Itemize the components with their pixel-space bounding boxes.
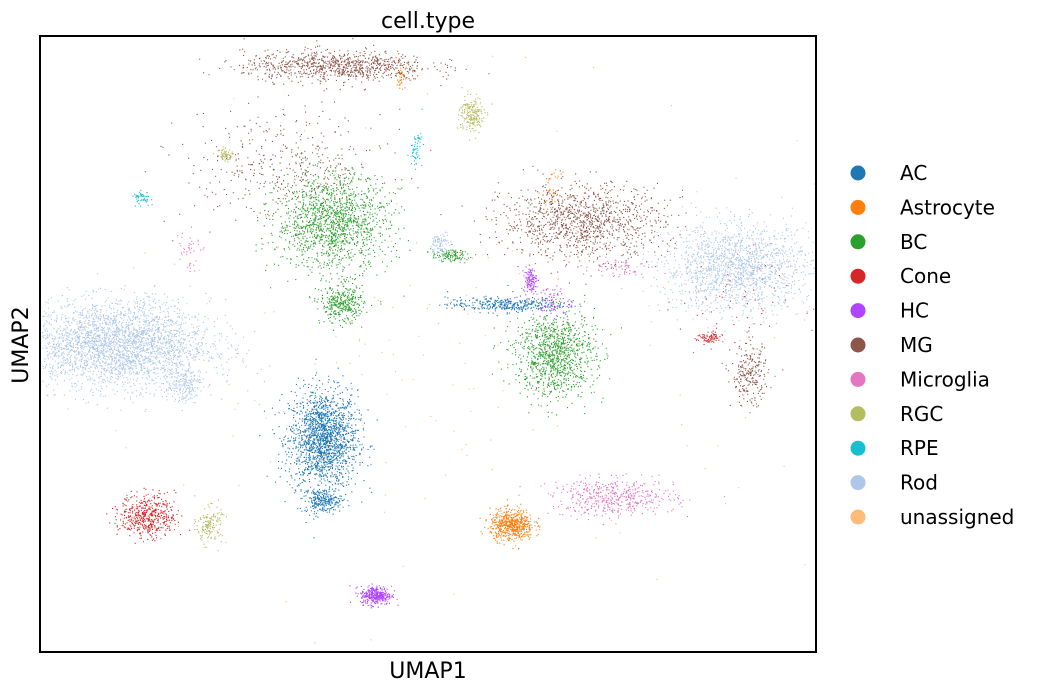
chart-title: cell.type [381,9,475,34]
cell-points [48,55,815,644]
series-rpe [132,108,424,207]
legend-item: Rod [850,471,938,495]
legend: AC Astrocyte BC Cone HC MG Microglia RGC RPE Rod u… [850,161,1014,529]
series-ac [259,291,595,539]
legend-item: MG [850,333,933,357]
legend-item: unassigned [850,505,1014,529]
legend-label: Cone [900,264,951,288]
cell-points [132,108,424,207]
legend-marker [850,303,866,319]
series-bc [255,147,622,418]
series-unassigned [48,55,815,644]
legend-item: Microglia [850,367,990,391]
series-rod [42,196,815,412]
series-mg [144,38,784,414]
legend-marker [850,268,866,284]
legend-label: unassigned [900,505,1014,529]
legend-item: Cone [850,264,951,288]
scatter-points [42,38,815,644]
legend-marker [850,234,866,250]
legend-marker [850,440,866,456]
y-axis-label: UMAP2 [9,306,34,383]
legend-label: Microglia [900,367,990,391]
series-hc [349,263,576,609]
plot-frame [39,35,817,653]
x-axis-label: UMAP1 [389,659,466,684]
cell-points [349,263,576,609]
legend-label: RGC [900,402,943,426]
legend-item: Astrocyte [850,195,995,219]
legend-label: RPE [900,436,939,460]
legend-label: AC [900,161,927,185]
cell-points [177,226,725,526]
legend-item: RGC [850,402,943,426]
legend-marker [850,406,866,422]
cell-points [255,147,622,418]
legend-item: AC [850,161,927,185]
legend-item: RPE [850,436,939,460]
legend-item: BC [850,230,927,254]
legend-marker [850,509,866,525]
legend-label: BC [900,230,927,254]
legend-label: MG [900,333,933,357]
cell-points [259,291,595,539]
legend-marker [850,165,866,181]
legend-label: HC [900,299,929,323]
legend-label: Rod [900,471,938,495]
legend-label: Astrocyte [900,195,995,219]
series-microglia [177,226,725,526]
legend-marker [850,475,866,491]
legend-item: HC [850,299,929,323]
legend-marker [850,199,866,215]
cell-points [144,38,784,414]
series-rgc [193,87,493,552]
legend-marker [850,337,866,353]
cell-points [42,196,815,412]
cell-points [193,87,493,552]
legend-marker [850,371,866,387]
